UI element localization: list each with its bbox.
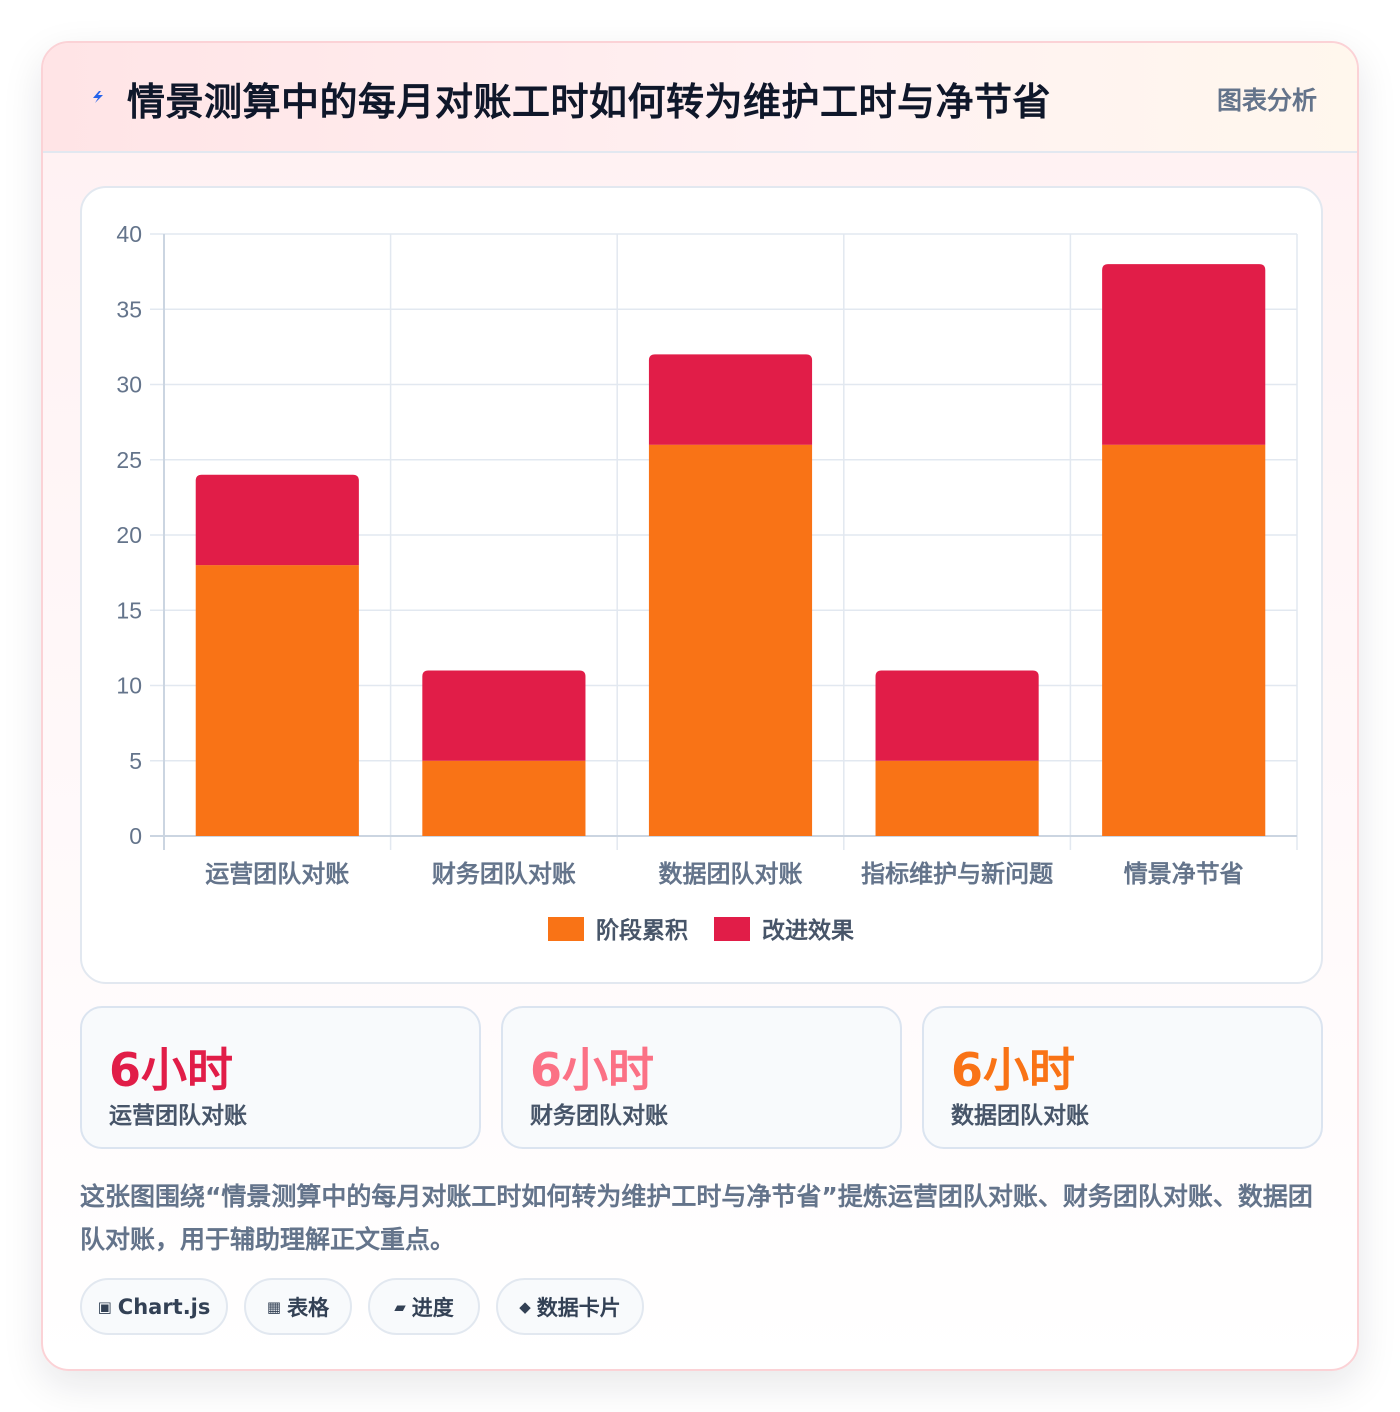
legend-swatch [548,917,584,941]
page-title: 情景测算中的每月对账工时如何转为维护工时与净节省 [127,80,1052,124]
lightning-icon [93,91,103,103]
y-tick-label: 5 [129,748,142,774]
bar-segment-1 [1102,444,1266,836]
y-tick-label: 0 [129,823,142,849]
y-tick-label: 20 [116,522,142,548]
bar-segment-2 [422,670,586,761]
header-tag: 图表分析 [1216,86,1317,115]
legend-swatch [714,917,750,941]
bar-segment-1 [875,760,1039,836]
x-tick-label: 数据团队对账 [659,860,803,888]
bar-segment-1 [648,444,813,836]
bar-segment-2 [648,354,813,445]
bar-segment-2 [195,474,359,566]
stat-label: 运营团队对账 [109,1103,247,1129]
chip-table[interactable]: ▦ 表格 [244,1278,352,1335]
y-tick-label: 15 [116,597,142,623]
y-tick-label: 25 [116,447,142,473]
bar-segment-2 [1102,264,1266,445]
legend-label: 阶段累积 [596,917,688,944]
chip-label: Chart.js [117,1294,211,1319]
chip-label: 数据卡片 [536,1295,621,1320]
progress-icon: ▰ [394,1297,406,1316]
diamond-icon: ◆ [519,1297,531,1316]
legend-label: 改进效果 [762,917,854,944]
y-tick-label: 10 [116,673,142,699]
chip-chartjs[interactable]: ▣ Chart.js [80,1278,228,1335]
chart-icon: ▣ [97,1297,112,1316]
stat-card-3: 6小时 数据团队对账 [922,1006,1323,1149]
chart-description: 这张图围绕“情景测算中的每月对账工时如何转为维护工时与净节省”提炼运营团队对账、… [80,1182,1313,1254]
stat-value: 6小时 [109,1043,234,1097]
chart-card: 情景测算中的每月对账工时如何转为维护工时与净节省 图表分析 0 5 10 15 20 25… [41,41,1359,1371]
bar-segment-2 [875,670,1039,761]
y-tick-label: 35 [116,296,142,322]
x-tick-label: 运营团队对账 [205,860,349,888]
stacked-bar-chart: 0 5 10 15 20 25 30 35 40 运营团队对账 财务团队对账 数据团队对账 指标维护与新… [116,221,1298,944]
x-tick-label: 情景净节省 [1124,860,1244,888]
stat-card-2: 6小时 财务团队对账 [501,1006,902,1149]
chip-label: 表格 [287,1295,330,1320]
x-tick-label: 财务团队对账 [432,860,576,888]
chip-data-card[interactable]: ◆ 数据卡片 [496,1278,644,1335]
stat-label: 数据团队对账 [951,1103,1089,1129]
bar-segment-1 [422,760,586,836]
chart-panel: 0 5 10 15 20 25 30 35 40 运营团队对账 财务团队对账 数据团队对账 指标维护与新… [80,186,1323,984]
card-header: 情景测算中的每月对账工时如何转为维护工时与净节省 图表分析 [43,43,1357,153]
chip-label: 进度 [411,1295,454,1320]
stat-value: 6小时 [530,1043,655,1097]
stat-label: 财务团队对账 [530,1103,668,1129]
y-tick-label: 30 [116,372,142,398]
bar-segment-1 [195,565,359,836]
table-icon: ▦ [266,1297,282,1316]
stat-value: 6小时 [951,1043,1076,1097]
stat-card-1: 6小时 运营团队对账 [80,1006,481,1149]
x-tick-label: 指标维护与新问题 [861,860,1053,888]
y-tick-label: 40 [116,221,142,247]
chip-progress[interactable]: ▰ 进度 [368,1278,480,1335]
